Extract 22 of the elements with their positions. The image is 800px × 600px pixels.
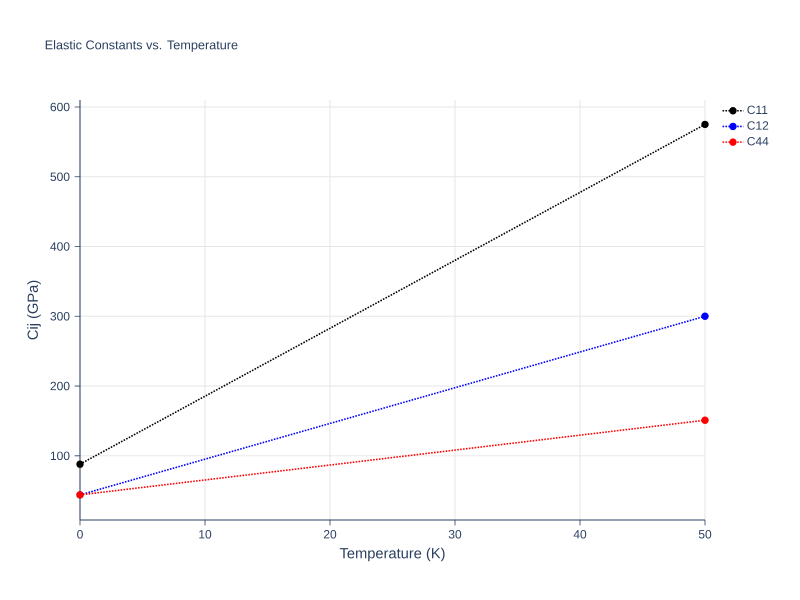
y-tick-label: 500 <box>50 172 70 181</box>
legend-label: C44 <box>747 136 768 146</box>
y-tick-label: 100 <box>50 452 70 460</box>
y-tick-label: 600 <box>50 102 70 112</box>
point <box>701 120 709 128</box>
x-tick-label: 0 <box>77 530 83 539</box>
x-axis-title: Temperature (K) <box>340 548 445 562</box>
legend-label: C11 <box>747 106 768 114</box>
chart-title: Elastic Constants vs. Temperature <box>46 40 238 52</box>
y-axis-title: Cij (GPa) <box>27 280 41 340</box>
x-tick-label: 50 <box>698 530 712 539</box>
y-tick-label: 300 <box>50 312 70 321</box>
point <box>701 312 709 320</box>
y-tick-label: 200 <box>50 382 70 390</box>
y-tick-label: 400 <box>50 242 70 251</box>
point <box>701 416 709 424</box>
x-tick-label: 20 <box>324 530 336 539</box>
point <box>76 460 84 468</box>
x-tick-label: 30 <box>448 530 462 539</box>
x-tick-label: 40 <box>574 530 586 539</box>
x-tick-label: 10 <box>199 530 212 539</box>
legend-label: C12 <box>747 121 768 130</box>
